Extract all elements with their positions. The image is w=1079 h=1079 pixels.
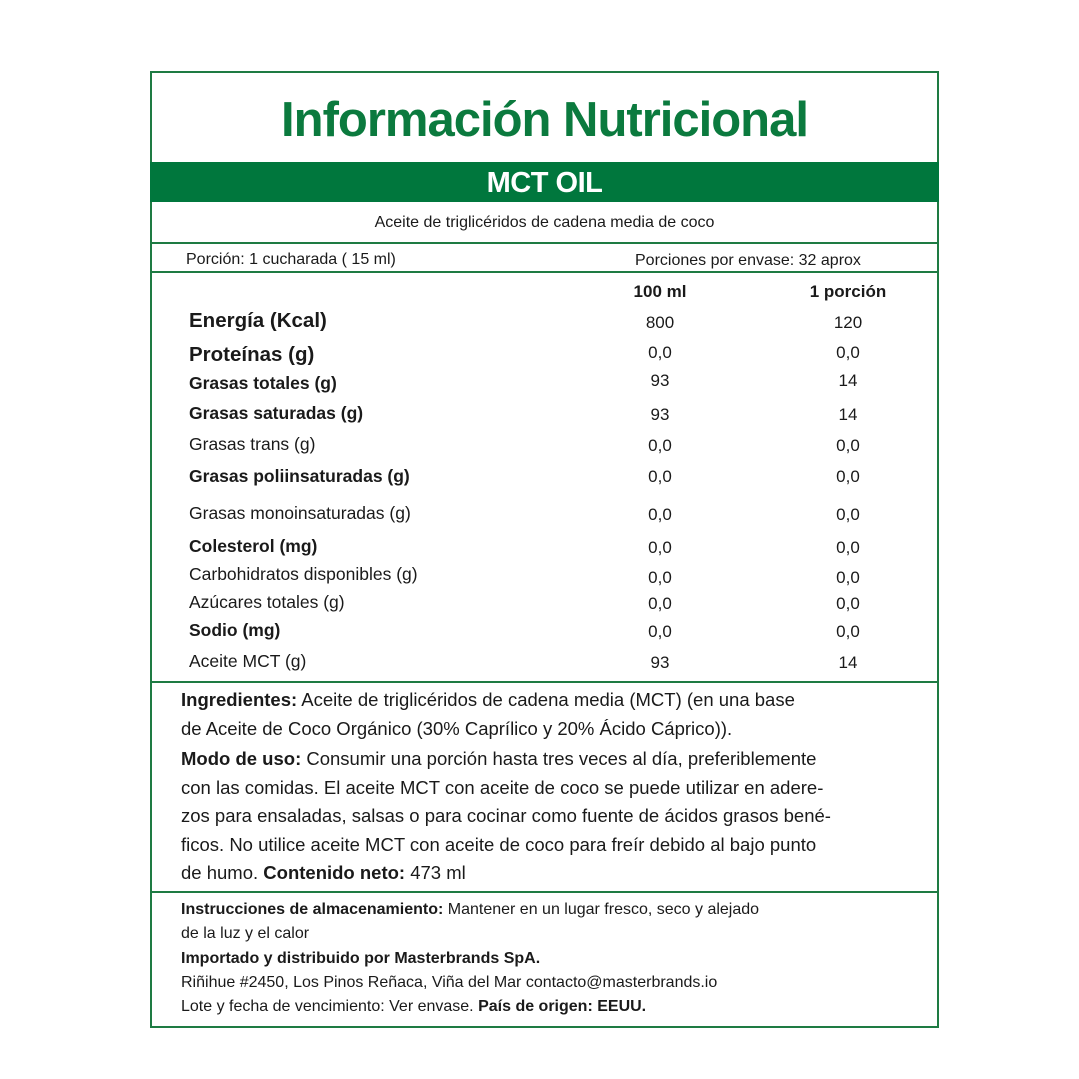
nutrient-row: Grasas poliinsaturadas (g) 0,0 0,0 bbox=[0, 0, 1079, 486]
divider bbox=[150, 242, 939, 244]
nutrient-label: Grasas trans (g) bbox=[189, 434, 316, 454]
nutrient-row: Colesterol (mg) 0,0 0,0 bbox=[0, 0, 1079, 557]
net-content-label: Contenido neto: bbox=[263, 862, 406, 883]
nutrient-row: Grasas trans (g) 0,0 0,0 bbox=[0, 0, 1079, 455]
value-per-100ml: 800 bbox=[645, 313, 675, 332]
product-name-band: MCT OIL bbox=[150, 162, 939, 202]
nutrient-label: Grasas monoinsaturadas (g) bbox=[189, 503, 411, 523]
column-header-portion: 1 porción bbox=[809, 282, 887, 301]
usage-text: con las comidas. El aceite MCT con aceit… bbox=[181, 776, 824, 798]
nutrient-row: Aceite MCT (g) 93 14 bbox=[0, 0, 1079, 672]
value-per-100ml: 0,0 bbox=[648, 436, 672, 455]
address: Riñihue #2450, Los Pinos Reñaca, Viña de… bbox=[181, 973, 718, 991]
label-title: Información Nutricional bbox=[281, 93, 809, 147]
net-content-value: 473 ml bbox=[405, 862, 466, 883]
ingredients-text: Aceite de triglicéridos de cadena media … bbox=[297, 689, 795, 710]
storage-text: de la luz y el calor bbox=[181, 925, 310, 943]
ingredients-text: de Aceite de Coco Orgánico (30% Caprílic… bbox=[181, 717, 733, 739]
value-per-portion: 0,0 bbox=[836, 568, 860, 587]
nutrient-label: Grasas saturadas (g) bbox=[189, 403, 364, 423]
nutrient-row: Proteínas (g) 0,0 0,0 bbox=[0, 0, 1079, 366]
value-per-portion: 14 bbox=[838, 653, 858, 672]
divider bbox=[150, 681, 939, 683]
divider bbox=[150, 271, 939, 273]
usage-text: ficos. No utilice aceite MCT con aceite … bbox=[181, 833, 817, 855]
lot-info: Lote y fecha de vencimiento: Ver envase. bbox=[181, 998, 479, 1016]
value-per-100ml: 93 bbox=[650, 653, 670, 672]
nutrition-label-frame bbox=[150, 71, 939, 1028]
value-per-100ml: 93 bbox=[650, 371, 670, 390]
usage-label: Modo de uso: bbox=[181, 748, 302, 769]
nutrient-label: Energía (Kcal) bbox=[189, 309, 327, 332]
usage-section: Modo de uso: Consumir una porción hasta … bbox=[181, 745, 831, 888]
nutrient-label: Grasas totales (g) bbox=[189, 373, 337, 393]
value-per-100ml: 0,0 bbox=[648, 594, 672, 613]
value-per-portion: 0,0 bbox=[836, 505, 860, 524]
nutrient-label: Aceite MCT (g) bbox=[189, 651, 307, 671]
value-per-portion: 0,0 bbox=[836, 467, 860, 486]
nutrient-label: Colesterol (mg) bbox=[189, 536, 318, 556]
product-description: Aceite de triglicéridos de cadena media … bbox=[374, 214, 715, 231]
value-per-100ml: 0,0 bbox=[648, 343, 672, 362]
nutrient-label: Sodio (mg) bbox=[189, 620, 281, 640]
storage-label: Instrucciones de almacenamiento: bbox=[181, 901, 444, 918]
value-per-portion: 120 bbox=[833, 313, 863, 332]
usage-text: zos para ensaladas, salsas o para cocina… bbox=[181, 805, 831, 826]
nutrient-row: Grasas totales (g) 93 14 bbox=[0, 0, 1079, 393]
nutrient-row: Sodio (mg) 0,0 0,0 bbox=[0, 0, 1079, 641]
nutrient-row: Azúcares totales (g) 0,0 0,0 bbox=[0, 0, 1079, 613]
nutrient-row: Grasas monoinsaturadas (g) 0,0 0,0 bbox=[0, 0, 1079, 524]
value-per-100ml: 0,0 bbox=[648, 467, 672, 486]
value-per-100ml: 0,0 bbox=[648, 505, 672, 524]
value-per-portion: 0,0 bbox=[836, 436, 860, 455]
value-per-portion: 0,0 bbox=[836, 538, 860, 557]
serving-size: Porción: 1 cucharada ( 15 ml) bbox=[186, 251, 396, 268]
country-of-origin: País de origen: EEUU. bbox=[478, 998, 647, 1016]
nutrient-label: Grasas poliinsaturadas (g) bbox=[189, 466, 410, 486]
value-per-portion: 14 bbox=[838, 405, 858, 424]
nutrient-row: Energía (Kcal) 800 120 bbox=[0, 0, 1079, 332]
value-per-100ml: 0,0 bbox=[648, 538, 672, 557]
nutrient-label: Carbohidratos disponibles (g) bbox=[189, 564, 418, 584]
footer-section: Instrucciones de almacenamiento: Mantene… bbox=[181, 898, 759, 1019]
value-per-portion: 0,0 bbox=[836, 622, 860, 641]
value-per-100ml: 0,0 bbox=[648, 622, 672, 641]
value-per-100ml: 0,0 bbox=[648, 568, 672, 587]
value-per-portion: 0,0 bbox=[836, 343, 860, 362]
value-per-100ml: 93 bbox=[650, 405, 670, 424]
servings-per-container: Porciones por envase: 32 aprox bbox=[635, 252, 861, 269]
storage-text: Mantener en un lugar fresco, seco y alej… bbox=[443, 901, 760, 918]
nutrient-label: Azúcares totales (g) bbox=[189, 592, 345, 612]
value-per-portion: 0,0 bbox=[836, 594, 860, 613]
nutrient-label: Proteínas (g) bbox=[189, 343, 315, 366]
column-header-100ml: 100 ml bbox=[633, 282, 687, 301]
importer: Importado y distribuido por Masterbrands… bbox=[181, 949, 541, 967]
ingredients-label: Ingredientes: bbox=[181, 689, 298, 710]
usage-text: de humo. bbox=[181, 862, 264, 883]
divider bbox=[150, 891, 939, 893]
usage-text: Consumir una porción hasta tres veces al… bbox=[301, 748, 817, 769]
nutrient-row: Carbohidratos disponibles (g) 0,0 0,0 bbox=[0, 0, 1079, 587]
value-per-portion: 14 bbox=[838, 371, 858, 390]
ingredients-section: Ingredientes: Aceite de triglicéridos de… bbox=[181, 686, 795, 743]
nutrient-row: Grasas saturadas (g) 93 14 bbox=[0, 0, 1079, 424]
